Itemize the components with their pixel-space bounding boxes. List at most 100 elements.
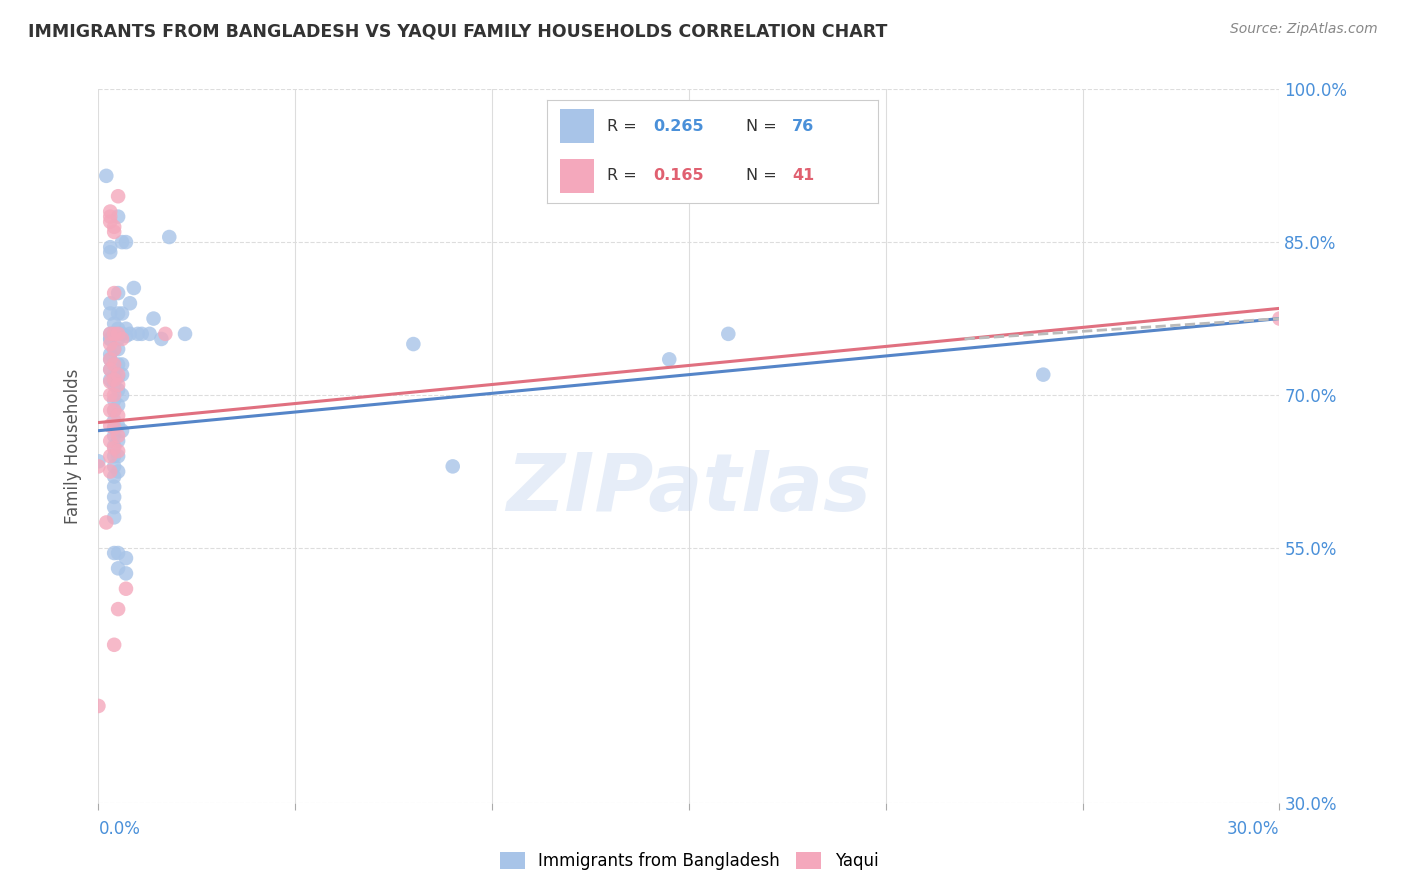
Point bbox=[96, 516, 118, 530]
Point bbox=[107, 377, 129, 392]
Point bbox=[87, 459, 110, 474]
Point bbox=[103, 286, 125, 301]
Point bbox=[103, 420, 125, 434]
Text: Source: ZipAtlas.com: Source: ZipAtlas.com bbox=[1230, 22, 1378, 37]
Text: 0.0%: 0.0% bbox=[98, 820, 141, 838]
Point bbox=[98, 337, 121, 351]
Point bbox=[107, 286, 129, 301]
Point bbox=[103, 393, 125, 408]
Point bbox=[98, 240, 121, 254]
Point bbox=[103, 413, 125, 427]
Point bbox=[111, 235, 134, 249]
Point bbox=[98, 373, 121, 387]
Point bbox=[103, 326, 125, 341]
Point bbox=[87, 454, 110, 468]
Point bbox=[658, 352, 681, 367]
Point bbox=[103, 480, 125, 494]
Point bbox=[150, 332, 173, 346]
Point bbox=[103, 342, 125, 356]
Point bbox=[98, 362, 121, 376]
Point bbox=[98, 403, 121, 417]
Point bbox=[103, 342, 125, 356]
Point bbox=[98, 332, 121, 346]
Point bbox=[107, 409, 129, 423]
Point bbox=[103, 377, 125, 392]
Point bbox=[131, 326, 153, 341]
Point bbox=[107, 429, 129, 443]
Point bbox=[107, 465, 129, 479]
Point bbox=[98, 347, 121, 361]
Point bbox=[115, 235, 138, 249]
Point bbox=[115, 582, 138, 596]
Point bbox=[111, 368, 134, 382]
Point bbox=[98, 326, 121, 341]
Text: ZIPatlas: ZIPatlas bbox=[506, 450, 872, 528]
Point bbox=[107, 444, 129, 458]
Point bbox=[142, 311, 165, 326]
Point bbox=[98, 418, 121, 433]
Point bbox=[138, 326, 160, 341]
Point bbox=[103, 546, 125, 560]
Point bbox=[103, 420, 125, 434]
Point bbox=[107, 398, 129, 412]
Point bbox=[107, 189, 129, 203]
Point bbox=[107, 561, 129, 575]
Point bbox=[98, 215, 121, 229]
Point bbox=[103, 373, 125, 387]
Point bbox=[98, 306, 121, 320]
Point bbox=[115, 329, 138, 343]
Point bbox=[103, 326, 125, 341]
Point bbox=[107, 383, 129, 397]
Point bbox=[111, 332, 134, 346]
Point bbox=[98, 352, 121, 367]
Y-axis label: Family Households: Family Households bbox=[65, 368, 83, 524]
Point bbox=[118, 326, 141, 341]
Point bbox=[115, 322, 138, 336]
Point bbox=[107, 322, 129, 336]
Point bbox=[98, 210, 121, 224]
Point bbox=[111, 306, 134, 320]
Point bbox=[98, 375, 121, 389]
Point bbox=[107, 332, 129, 346]
Point bbox=[111, 424, 134, 438]
Point bbox=[103, 500, 125, 515]
Point bbox=[103, 219, 125, 234]
Point bbox=[115, 566, 138, 581]
Point bbox=[98, 352, 121, 367]
Point bbox=[103, 358, 125, 372]
Point bbox=[98, 388, 121, 402]
Point bbox=[122, 281, 145, 295]
Point bbox=[155, 326, 177, 341]
Text: 30.0%: 30.0% bbox=[1227, 820, 1279, 838]
Point bbox=[103, 368, 125, 382]
Point bbox=[111, 358, 134, 372]
Point bbox=[111, 388, 134, 402]
Point bbox=[98, 204, 121, 219]
Point bbox=[103, 638, 125, 652]
Point bbox=[103, 490, 125, 504]
Legend: Immigrants from Bangladesh, Yaqui: Immigrants from Bangladesh, Yaqui bbox=[494, 845, 884, 877]
Point bbox=[107, 306, 129, 320]
Point bbox=[98, 434, 121, 448]
Point bbox=[98, 362, 121, 376]
Point bbox=[103, 459, 125, 474]
Point bbox=[103, 358, 125, 372]
Point bbox=[103, 317, 125, 331]
Point bbox=[103, 429, 125, 443]
Point bbox=[87, 698, 110, 713]
Point bbox=[103, 403, 125, 417]
Point bbox=[107, 368, 129, 382]
Point bbox=[107, 602, 129, 616]
Point bbox=[98, 326, 121, 341]
Point bbox=[103, 225, 125, 239]
Point bbox=[96, 169, 118, 183]
Point bbox=[103, 449, 125, 463]
Point bbox=[127, 326, 149, 341]
Point bbox=[441, 459, 464, 474]
Point bbox=[103, 469, 125, 483]
Point bbox=[118, 296, 141, 310]
Point bbox=[103, 403, 125, 417]
Point bbox=[717, 326, 740, 341]
Point bbox=[98, 449, 121, 463]
Text: IMMIGRANTS FROM BANGLADESH VS YAQUI FAMILY HOUSEHOLDS CORRELATION CHART: IMMIGRANTS FROM BANGLADESH VS YAQUI FAMI… bbox=[28, 22, 887, 40]
